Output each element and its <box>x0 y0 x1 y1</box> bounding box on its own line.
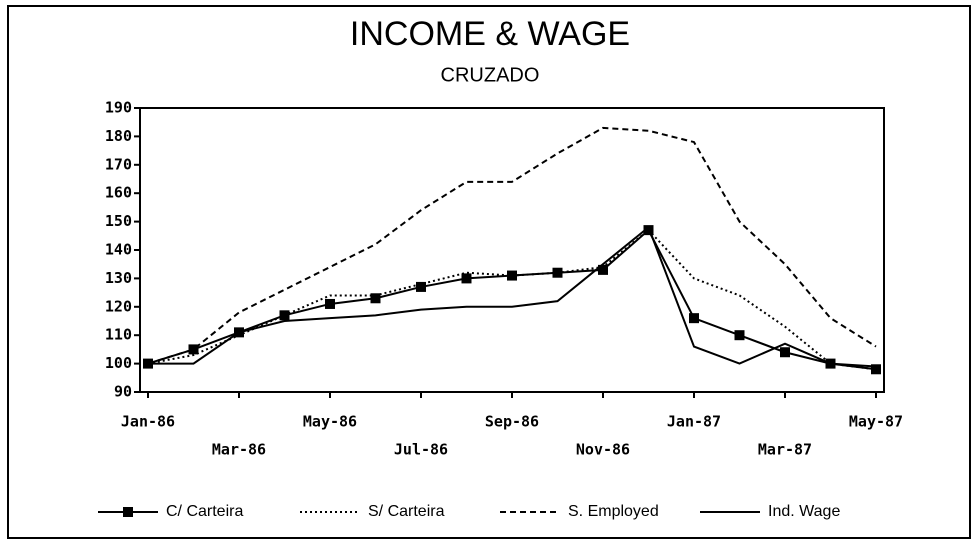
series-marker <box>325 298 335 309</box>
x-tick-label: Jul-86 <box>394 441 448 459</box>
chart-border <box>7 5 971 539</box>
y-tick-label: 160 <box>105 184 132 202</box>
chart-title: INCOME & WAGE <box>350 15 630 53</box>
y-tick-label: 180 <box>105 127 132 145</box>
series-line <box>148 225 877 368</box>
legend-label: S. Employed <box>568 503 659 520</box>
x-tick-label: Mar-87 <box>758 441 812 459</box>
series-marker <box>734 330 745 341</box>
x-tick-label: May-87 <box>849 413 903 431</box>
series-marker <box>871 364 881 375</box>
series-marker <box>370 293 381 304</box>
series-line <box>147 126 877 365</box>
series-line <box>147 228 877 371</box>
series-marker <box>689 313 699 324</box>
series-marker <box>598 264 608 275</box>
series-marker <box>461 273 472 284</box>
y-tick-label: 90 <box>114 383 132 401</box>
chart-subtitle: CRUZADO <box>441 64 540 86</box>
legend-label: C/ Carteira <box>166 503 243 520</box>
y-tick-label: 190 <box>105 99 132 117</box>
y-tick-label: 110 <box>105 326 132 344</box>
legend-label: S/ Carteira <box>368 503 445 520</box>
series-marker <box>780 347 790 358</box>
y-tick-label: 140 <box>105 241 132 259</box>
x-tick-label: May-86 <box>303 413 357 431</box>
series-marker <box>188 344 199 355</box>
y-tick-label: 170 <box>105 155 132 173</box>
x-tick-label: Nov-86 <box>576 441 630 459</box>
series-line <box>147 228 877 371</box>
x-tick-label: Mar-86 <box>212 441 266 459</box>
x-tick-label: Jan-86 <box>121 413 175 431</box>
y-tick-label: 130 <box>105 269 132 287</box>
legend-marker <box>123 507 133 517</box>
legend-label: Ind. Wage <box>768 503 840 520</box>
x-tick-label: Sep-86 <box>485 413 539 431</box>
y-tick-label: 120 <box>105 297 132 315</box>
x-tick-label: Jan-87 <box>667 413 721 431</box>
y-tick-label: 150 <box>105 212 132 230</box>
series-marker <box>416 281 426 292</box>
y-tick-label: 100 <box>105 354 132 372</box>
